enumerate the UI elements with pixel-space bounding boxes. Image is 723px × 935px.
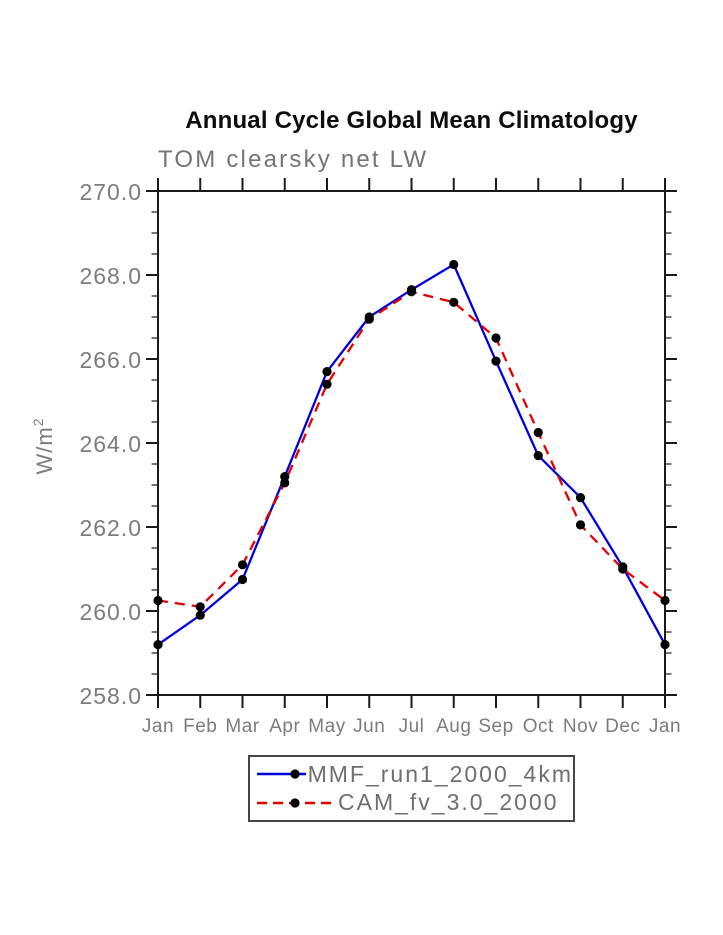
y-axis-title: W/m2 bbox=[30, 418, 57, 475]
month-label: Jul bbox=[399, 716, 425, 737]
month-label: Jan bbox=[142, 716, 174, 737]
data-point-marker-0 bbox=[322, 367, 332, 377]
data-point-marker-1 bbox=[491, 333, 501, 343]
data-point-marker-1 bbox=[364, 314, 374, 324]
legend-label-mmf: MMF_run1_2000_4km bbox=[307, 760, 573, 787]
data-point-marker-1 bbox=[660, 595, 670, 606]
legend-dashed-line-sample bbox=[257, 798, 333, 808]
data-point-marker-1 bbox=[237, 560, 248, 570]
legend-label-cam: CAM_fv_3.0_2000 bbox=[338, 789, 559, 816]
y-tick-label: 268.0 bbox=[79, 263, 142, 289]
data-point-marker-0 bbox=[153, 640, 163, 650]
legend-item-cam: CAM_fv_3.0_2000 bbox=[254, 791, 573, 814]
y-tick-label: 270.0 bbox=[79, 179, 142, 205]
data-point-marker-0 bbox=[280, 472, 290, 482]
data-point-marker-1 bbox=[195, 602, 205, 612]
month-label: Jan bbox=[649, 716, 681, 737]
data-point-marker-0 bbox=[575, 493, 586, 503]
chart-subtitle: TOM clearsky net LW bbox=[158, 146, 429, 173]
y-tick-label: 258.0 bbox=[79, 683, 142, 709]
data-point-marker-1 bbox=[533, 427, 543, 438]
legend-item-mmf: MMF_run1_2000_4km bbox=[254, 760, 573, 787]
data-point-marker-1 bbox=[406, 287, 417, 297]
data-point-marker-0 bbox=[533, 451, 543, 461]
data-point-marker-0 bbox=[491, 356, 501, 366]
plot-frame bbox=[157, 190, 666, 696]
month-label: Aug bbox=[436, 716, 471, 737]
y-tick-label: 262.0 bbox=[79, 515, 142, 541]
legend-solid-line-sample bbox=[257, 769, 306, 779]
data-point-marker-1 bbox=[618, 564, 628, 574]
data-point-marker-1 bbox=[449, 297, 459, 307]
month-label: Sep bbox=[478, 716, 513, 737]
series-line-1 bbox=[157, 290, 666, 608]
data-point-marker-0 bbox=[195, 610, 205, 620]
month-label: May bbox=[308, 716, 345, 737]
month-label: Mar bbox=[225, 716, 259, 737]
y-tick-label: 266.0 bbox=[79, 347, 142, 373]
series-line-0 bbox=[157, 263, 667, 646]
month-label: Apr bbox=[269, 716, 300, 737]
data-point-marker-0 bbox=[237, 574, 248, 585]
legend-box: MMF_run1_2000_4km CAM_fv_3.0_2000 bbox=[248, 755, 575, 822]
month-label: Feb bbox=[183, 716, 217, 737]
y-tick-label: 260.0 bbox=[79, 599, 142, 625]
data-point-marker-1 bbox=[280, 478, 290, 488]
chart-title: Annual Cycle Global Mean Climatology bbox=[185, 107, 638, 134]
data-point-marker-1 bbox=[322, 379, 332, 389]
y-tick-label: 264.0 bbox=[79, 431, 142, 457]
data-point-marker-0 bbox=[660, 640, 670, 650]
month-label: Jun bbox=[353, 716, 385, 737]
data-point-marker-1 bbox=[575, 520, 586, 530]
month-label: Oct bbox=[523, 716, 554, 737]
data-point-marker-0 bbox=[449, 259, 459, 270]
month-label: Dec bbox=[605, 716, 640, 737]
data-point-marker-1 bbox=[153, 595, 163, 606]
month-label: Nov bbox=[563, 716, 598, 737]
